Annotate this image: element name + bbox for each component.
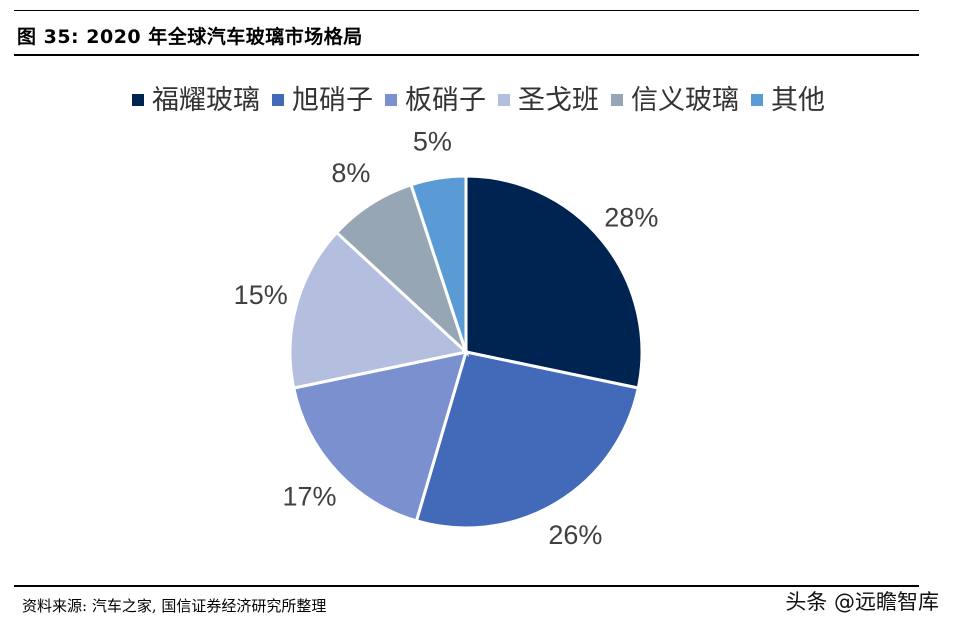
pie-slice (414, 350, 641, 530)
title-rule (14, 54, 919, 56)
legend-swatch (498, 93, 510, 106)
legend-label: 旭硝子 (292, 85, 373, 116)
chart-legend: 福耀玻璃 旭硝子 板硝子 圣戈班 信义玻璃 其他 (0, 78, 957, 117)
pie-slice (334, 182, 470, 358)
legend-item: 旭硝子 (272, 78, 373, 117)
legend-label: 信义玻璃 (631, 85, 739, 116)
legend-item: 信义玻璃 (611, 78, 739, 117)
pie-slice (288, 230, 470, 390)
slice-value-label: 15% (234, 280, 288, 310)
legend-item: 其他 (751, 78, 825, 117)
bottom-rule (14, 585, 919, 587)
figure-title: 图 35: 2020 年全球汽车玻璃市场格局 (17, 26, 363, 48)
legend-swatch (385, 93, 397, 106)
top-rule (14, 10, 919, 11)
legend-label: 圣戈班 (518, 85, 599, 116)
slice-value-label: 8% (331, 158, 370, 188)
legend-label: 福耀玻璃 (152, 85, 260, 116)
legend-item: 圣戈班 (498, 78, 599, 117)
slice-value-label: 5% (413, 127, 452, 157)
legend-swatch (611, 93, 623, 106)
legend-label: 其他 (771, 85, 825, 116)
slice-value-label: 26% (548, 520, 602, 550)
legend-swatch (751, 93, 763, 106)
watermark: 头条 @远瞻智库 (785, 590, 939, 614)
slice-value-label: 17% (283, 482, 337, 512)
pie-slice (464, 174, 644, 390)
pie-slice (409, 174, 468, 353)
legend-item: 板硝子 (385, 78, 486, 117)
legend-item: 福耀玻璃 (132, 78, 260, 117)
legend-swatch (272, 93, 284, 106)
slice-value-label: 28% (604, 203, 658, 233)
legend-label: 板硝子 (405, 85, 486, 116)
source-note: 资料来源: 汽车之家, 国信证券经济研究所整理 (22, 597, 327, 615)
pie-slice (291, 350, 469, 523)
legend-swatch (132, 93, 144, 106)
